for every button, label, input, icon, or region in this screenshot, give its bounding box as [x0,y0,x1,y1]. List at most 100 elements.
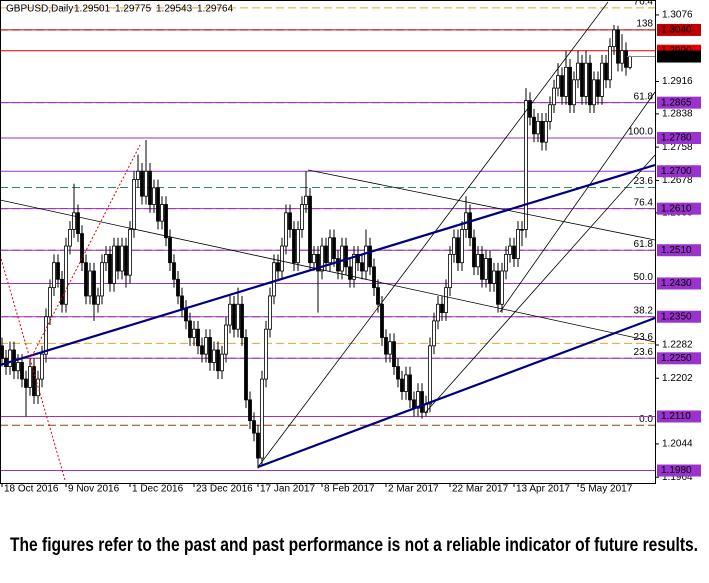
channel-line [257,1,609,468]
x-tick-label: 8 Feb 2017 [324,484,375,495]
fib-label: 23.6 [634,332,654,343]
level-label: 1.2250 [661,353,692,364]
candle-body [508,245,512,255]
support-line [0,163,656,367]
candle-body [292,229,296,264]
candle-body [240,303,244,338]
candle-body [524,100,528,230]
candle-body [148,170,152,205]
header-value: 1.29764 [197,4,234,15]
candle-body [344,245,348,268]
candle-body [28,366,32,388]
dotted-line [29,144,141,361]
candle-body [284,212,288,247]
candle-body [248,399,252,422]
candle-body [100,262,104,297]
level-box [657,244,701,257]
y-tick-label: 1.2282 [662,340,693,351]
trend-line [307,169,656,241]
candle-body [32,366,36,397]
x-tick-label: 17 Jan 2017 [260,484,315,495]
candle-body [76,212,80,235]
candle-body [40,353,44,380]
candle-body [256,432,260,459]
candle-body [340,245,344,272]
level-box [657,352,701,365]
candle-body [484,258,488,280]
fib-label: 138 [636,19,653,30]
level-label: 1.2780 [661,133,692,144]
header-value: 1.29543 [156,4,193,15]
candle-body [580,62,584,97]
candle-body [184,308,188,322]
candle-body [8,349,12,368]
candle-body [548,104,552,122]
level-box [657,464,701,477]
fib-label: 76.4 [634,197,654,208]
candle-body [72,212,76,230]
candle-body [312,253,316,264]
candle-body [500,270,504,305]
x-tick-label: 5 May 2017 [580,484,633,495]
candle-body [600,62,604,97]
candle-body [568,66,572,106]
candle-body [400,378,404,392]
candle-body [68,229,72,247]
level-label: 1.2865 [661,97,692,108]
chart-title: GBPUSD,Daily [6,4,73,15]
level-box [657,310,701,323]
channel-line [499,91,656,313]
candle-body [528,100,532,118]
level-box [657,23,701,36]
candle-body [276,262,280,272]
candle-body [564,66,568,97]
trend-line [0,199,656,343]
candle-body [536,120,540,135]
candle-body [160,204,164,222]
candle-body [452,237,456,255]
candle-body [128,229,132,276]
candle-body [472,237,476,268]
candle-body [228,303,232,326]
candle-body [156,187,160,222]
level-label: 1.2350 [661,311,692,322]
candle-body [496,270,500,305]
candle-body [208,337,212,363]
candle-body [532,116,536,135]
candle-body [280,245,284,272]
level-box [657,165,701,178]
candle-body [24,378,28,388]
fib-label: 61.8 [634,91,654,102]
candle-body [388,341,392,355]
fib-label: 61.8 [634,239,654,250]
candle-body [392,341,396,368]
candle-body [468,212,472,239]
candle-body [180,295,184,309]
candle-body [492,270,496,284]
candle-body [236,303,240,330]
fib-label: 100.0 [628,127,653,138]
candle-body [120,245,124,272]
x-tick-label: 2 Mar 2017 [388,484,439,495]
candle-body [268,295,272,330]
header-value: 1.29501 [74,4,111,15]
y-tick-label: 1.2916 [662,76,693,87]
candle-body [376,287,380,305]
x-tick-label: 22 Mar 2017 [452,484,509,495]
candle-body [172,262,176,280]
candle-body [188,320,192,338]
candle-body [360,262,364,272]
candle-body [112,245,116,284]
candle-body [428,345,432,405]
x-tick-label: 1 Dec 2016 [132,484,184,495]
candle-body [560,75,564,97]
candle-body [84,262,88,297]
candle-body [516,229,520,259]
candle-body [48,287,52,318]
candle-body [200,345,204,355]
candle-body [460,229,464,264]
y-tick-label: 1.2044 [662,439,693,450]
candle-body [152,187,156,205]
candle-body [448,253,452,289]
candle-body [144,170,148,197]
